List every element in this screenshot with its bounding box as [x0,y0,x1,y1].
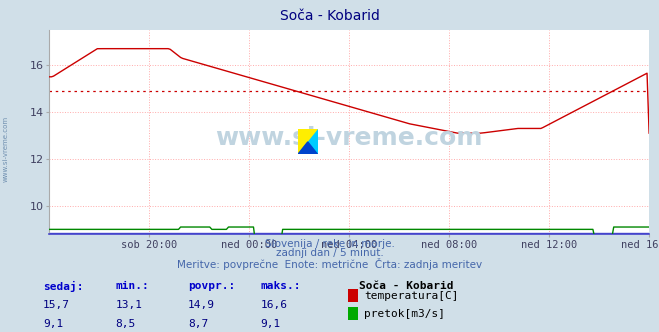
Text: temperatura[C]: temperatura[C] [364,291,458,301]
Text: 16,6: 16,6 [260,300,287,310]
Text: sedaj:: sedaj: [43,281,83,291]
Text: Slovenija / reke in morje.: Slovenija / reke in morje. [264,239,395,249]
Text: min.:: min.: [115,281,149,290]
Text: www.si-vreme.com: www.si-vreme.com [215,126,483,150]
Polygon shape [298,129,318,154]
Text: 9,1: 9,1 [43,319,63,329]
Text: pretok[m3/s]: pretok[m3/s] [364,309,445,319]
Text: maks.:: maks.: [260,281,301,290]
Text: 8,5: 8,5 [115,319,136,329]
Text: zadnji dan / 5 minut.: zadnji dan / 5 minut. [275,248,384,258]
Text: Soča - Kobarid: Soča - Kobarid [359,281,453,290]
Text: povpr.:: povpr.: [188,281,235,290]
Text: www.si-vreme.com: www.si-vreme.com [2,116,9,183]
Text: Meritve: povprečne  Enote: metrične  Črta: zadnja meritev: Meritve: povprečne Enote: metrične Črta:… [177,258,482,270]
Text: 15,7: 15,7 [43,300,70,310]
Polygon shape [298,129,318,154]
Polygon shape [298,142,318,154]
Text: 13,1: 13,1 [115,300,142,310]
Text: 8,7: 8,7 [188,319,208,329]
Text: Soča - Kobarid: Soča - Kobarid [279,9,380,23]
Text: 9,1: 9,1 [260,319,281,329]
Text: 14,9: 14,9 [188,300,215,310]
